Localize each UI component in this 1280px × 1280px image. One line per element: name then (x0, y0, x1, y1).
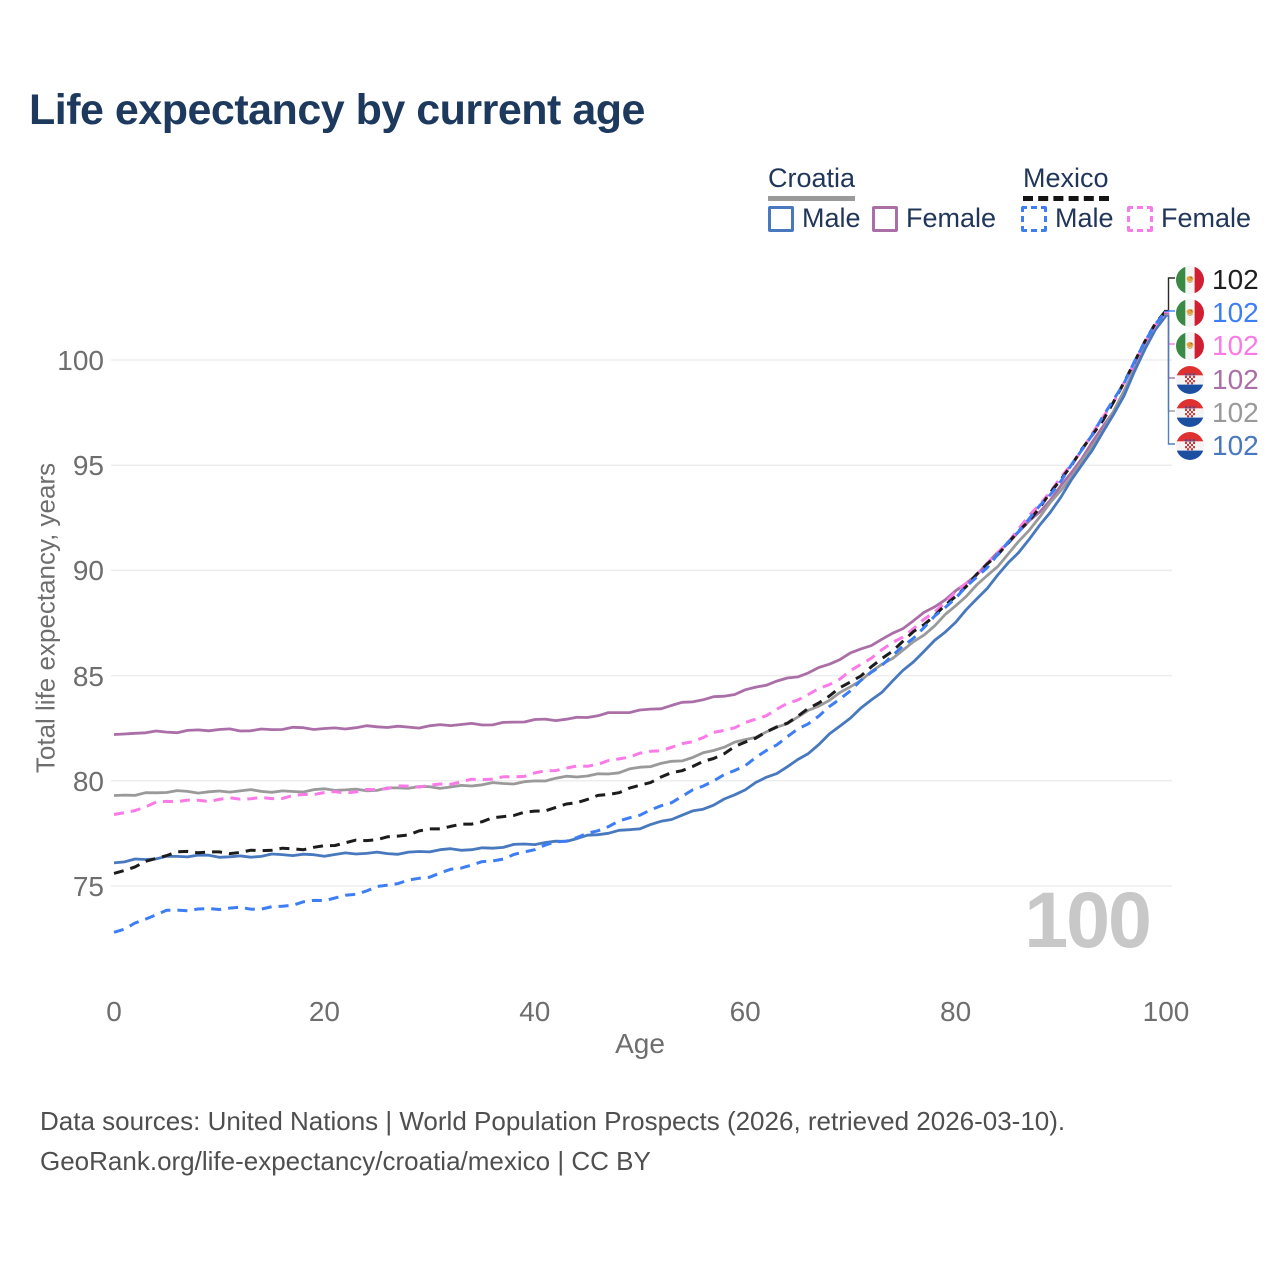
mexico-male-swatch-icon (1021, 205, 1047, 232)
croatia-flag-icon (1176, 366, 1204, 394)
legend-item-croatia-female[interactable]: Female (872, 203, 996, 234)
legend-item-mexico-female[interactable]: Female (1127, 203, 1251, 234)
legend-label: Male (1055, 203, 1114, 233)
croatia-female-swatch-icon (872, 205, 898, 232)
series-line-croatia_male[interactable] (113, 314, 1168, 865)
x-tick-label: 0 (106, 996, 122, 1027)
y-tick-label: 75 (72, 871, 104, 902)
attribution-note: GeoRank.org/life-expectancy/croatia/mexi… (40, 1146, 651, 1176)
y-tick-label: 100 (57, 345, 104, 376)
series-line-mexico_female[interactable] (113, 311, 1168, 816)
end-label-croatia_female[interactable]: 102 (1176, 364, 1259, 396)
end-label-connector-croatia_male (1164, 315, 1175, 445)
end-label-croatia_avg[interactable]: 102 (1176, 397, 1259, 429)
croatia-flag-icon (1176, 432, 1204, 460)
mexico-female-swatch-icon (1127, 205, 1153, 232)
end-label-value: 102 (1212, 364, 1259, 395)
series-line-croatia_female[interactable] (113, 312, 1168, 736)
end-label-croatia_male[interactable]: 102 (1176, 430, 1259, 462)
mexico-flag-icon (1176, 299, 1204, 327)
end-label-value: 102 (1212, 330, 1259, 361)
y-tick-label: 85 (72, 660, 104, 692)
y-tick-label: 90 (72, 555, 104, 587)
data-source-note: Data sources: United Nations | World Pop… (40, 1106, 1066, 1136)
mexico-flag-icon (1176, 266, 1204, 294)
legend-group-croatia: Croatia (768, 163, 856, 201)
legend-label: Male (802, 203, 861, 233)
x-tick-label: 40 (519, 996, 551, 1027)
end-label-value: 102 (1212, 430, 1259, 461)
page-title: Life expectancy by current age (29, 86, 645, 134)
y-tick-label: 80 (72, 765, 104, 797)
x-tick-label: 60 (729, 996, 761, 1027)
end-label-value: 102 (1212, 264, 1259, 295)
end-label-mexico_male[interactable]: 102 (1176, 297, 1259, 329)
end-label-mexico_female[interactable]: 102 (1176, 330, 1259, 362)
series-line-mexico_male[interactable] (113, 310, 1168, 934)
x-axis-title: Age (615, 1028, 665, 1059)
end-label-mexico_avg[interactable]: 102 (1176, 264, 1259, 296)
end-label-connector-croatia_avg (1164, 314, 1175, 412)
end-label-connector-mexico_male (1164, 310, 1175, 313)
series-line-croatia_avg[interactable] (113, 313, 1168, 797)
legend-item-croatia-male[interactable]: Male (768, 203, 861, 234)
x-tick-label: 20 (308, 996, 340, 1027)
end-label-value: 102 (1212, 397, 1259, 428)
x-tick-label: 100 (1142, 996, 1190, 1027)
croatia-male-swatch-icon (768, 205, 794, 232)
series-line-mexico_avg[interactable] (113, 309, 1168, 875)
x-tick-label: 80 (940, 996, 972, 1027)
end-label-connector-mexico_avg (1164, 277, 1175, 312)
mexico-flag-icon (1176, 332, 1204, 360)
legend-item-mexico-male[interactable]: Male (1021, 203, 1114, 234)
end-label-connector-croatia_female (1164, 313, 1175, 379)
legend-label: Female (1161, 203, 1252, 233)
legend-label: Female (906, 203, 997, 233)
croatia-flag-icon (1176, 399, 1204, 427)
y-tick-label: 95 (72, 450, 104, 482)
legend-group-mexico: Mexico (1023, 163, 1109, 201)
age-watermark: 100 (1024, 875, 1152, 964)
end-label-value: 102 (1212, 297, 1259, 328)
